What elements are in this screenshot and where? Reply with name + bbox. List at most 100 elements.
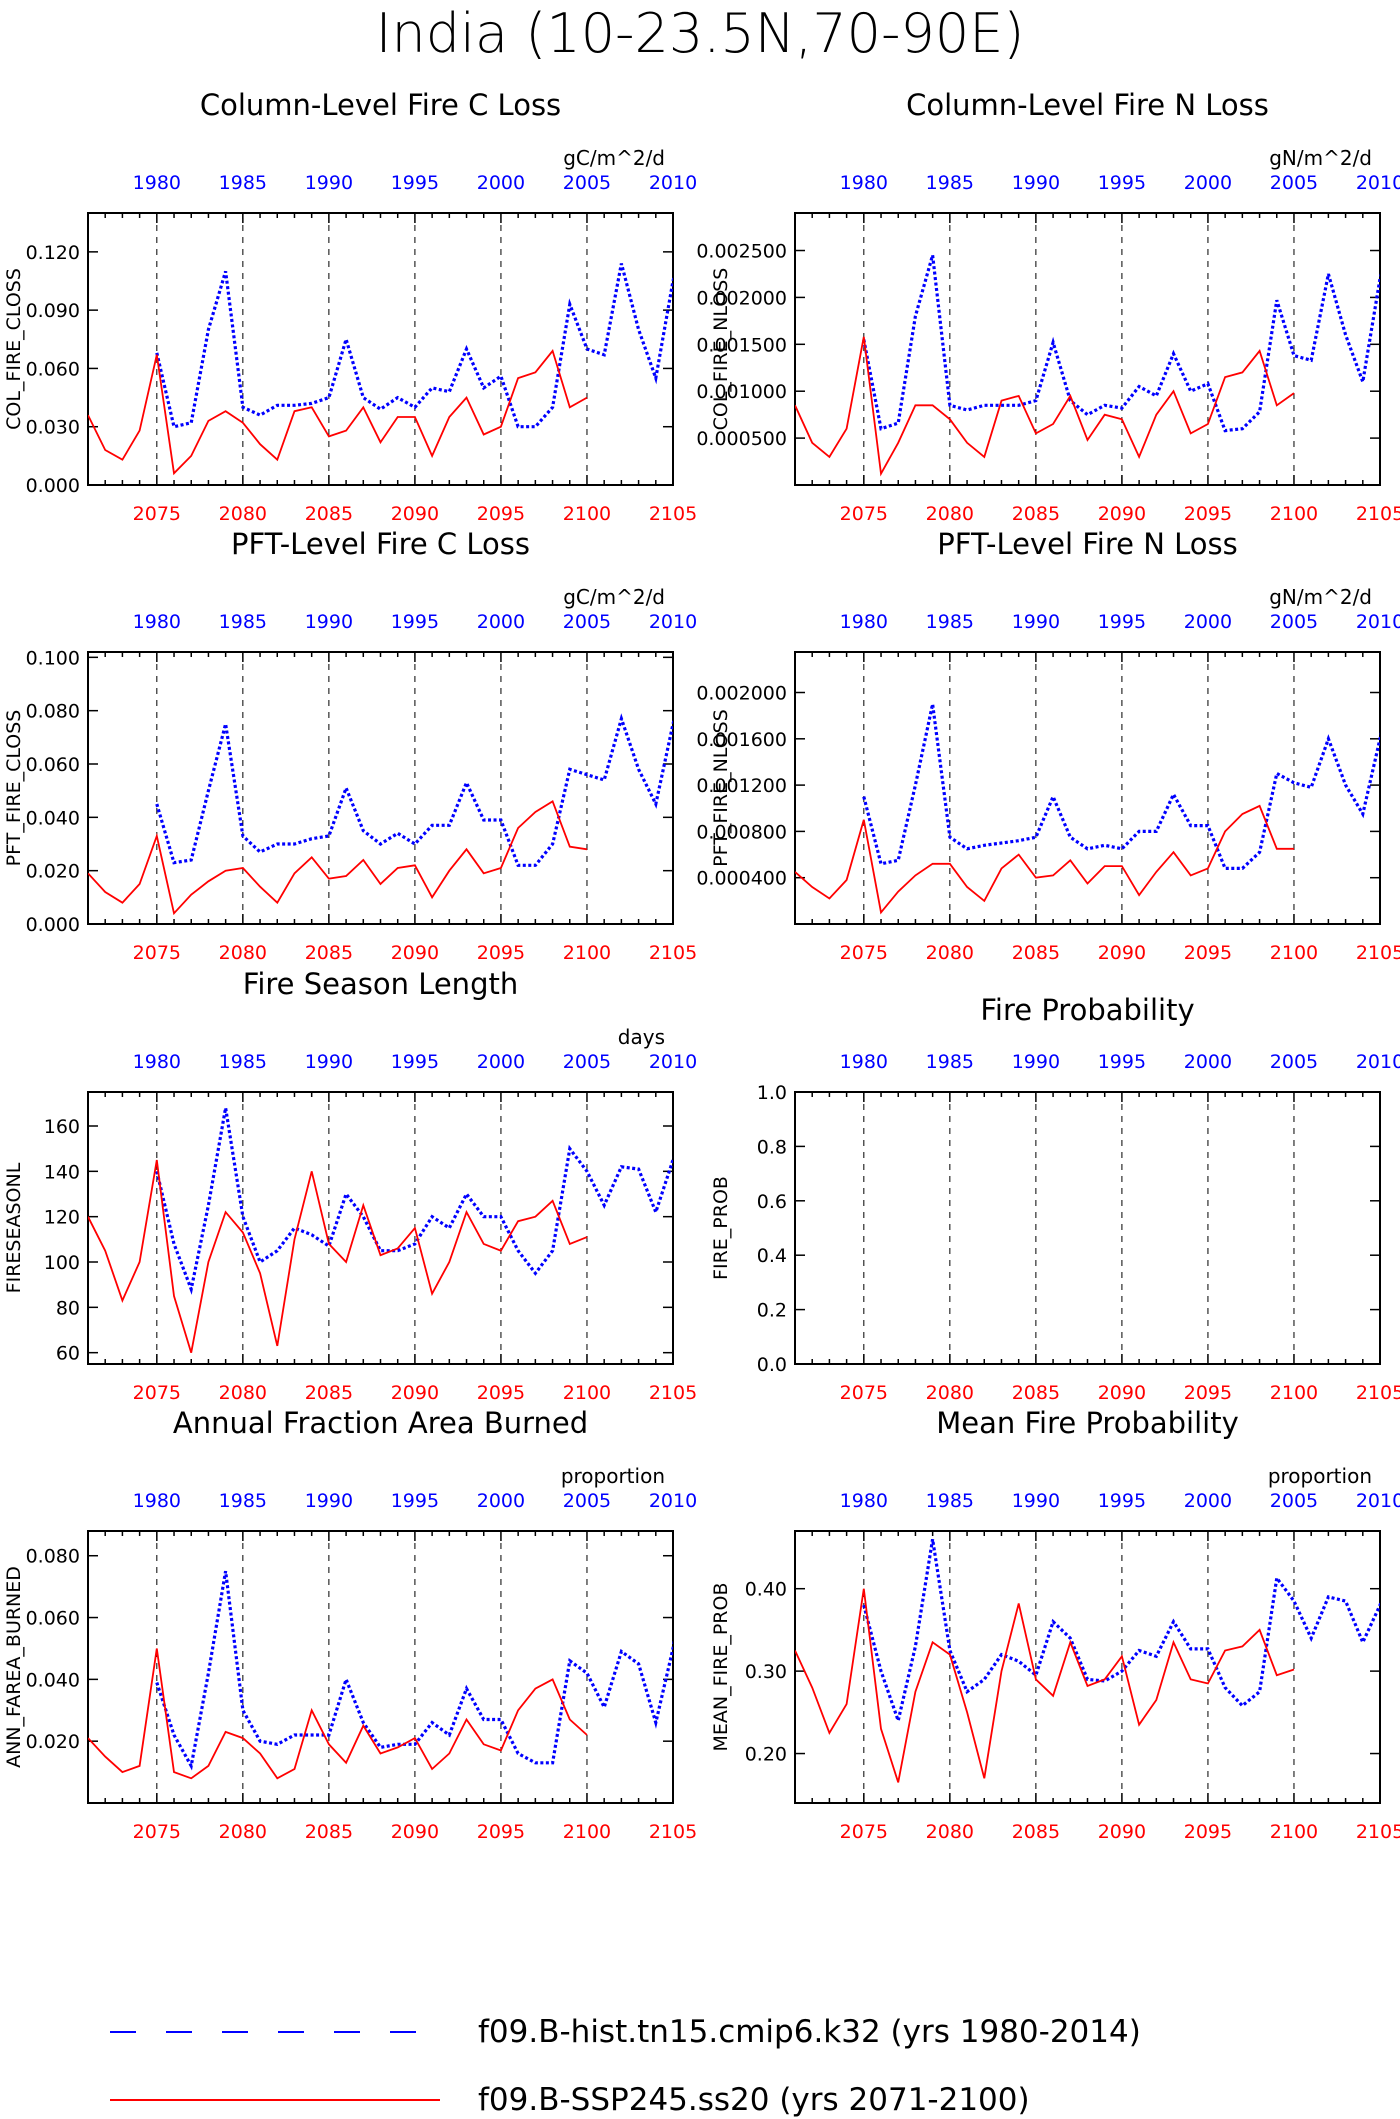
- top-tick-label: 1990: [1012, 611, 1060, 633]
- y-tick-label: 0.030: [26, 417, 80, 439]
- legend-hist-label: f09.B-hist.tn15.cmip6.k32 (yrs 1980-2014…: [478, 2014, 1141, 2050]
- bottom-tick-label: 2095: [1184, 1821, 1232, 1843]
- top-tick-label: 2000: [1184, 1490, 1232, 1512]
- y-tick-label: 0.002000: [696, 287, 787, 309]
- panel-title: Column-Level Fire N Loss: [906, 88, 1269, 122]
- plot-frame: [794, 1530, 1381, 1804]
- bottom-tick-label: 2090: [1098, 1382, 1146, 1404]
- bottom-tick-label: 2090: [1098, 503, 1146, 525]
- top-tick-label: 2000: [477, 611, 525, 633]
- bottom-tick-label: 2090: [391, 1821, 439, 1843]
- top-tick-label: 2010: [649, 1051, 697, 1073]
- units-label: gN/m^2/d: [1269, 146, 1372, 170]
- bottom-tick-label: 2100: [563, 1821, 611, 1843]
- ssp-series-line: [795, 336, 1295, 477]
- y-tick-label: 0.001600: [696, 729, 787, 751]
- top-tick-label: 1980: [133, 172, 181, 194]
- y-tick-label: 0.000400: [696, 868, 787, 890]
- y-tick-label: 0.060: [26, 754, 80, 776]
- y-axis-label: FIRESEASONL: [3, 1162, 25, 1293]
- y-tick-label: 140: [44, 1161, 80, 1183]
- plot-frame: [794, 1091, 1381, 1365]
- bottom-tick-label: 2105: [649, 503, 697, 525]
- chart-panel: PFT-Level Fire C Loss gC/m^2/d 2075 2080 208…: [3, 527, 697, 964]
- top-tick-label: 1995: [391, 1051, 439, 1073]
- panel-title: Mean Fire Probability: [936, 1406, 1239, 1440]
- top-tick-label: 1985: [219, 172, 267, 194]
- top-tick-label: 1980: [133, 1490, 181, 1512]
- y-tick-label: 0.002500: [696, 241, 787, 263]
- y-tick-label: 0.040: [26, 807, 80, 829]
- bottom-tick-label: 2075: [840, 503, 888, 525]
- bottom-tick-label: 2080: [219, 1821, 267, 1843]
- bottom-tick-label: 2100: [1270, 1382, 1318, 1404]
- panel-title: PFT-Level Fire N Loss: [937, 527, 1237, 561]
- top-tick-label: 1985: [926, 1490, 974, 1512]
- bottom-tick-label: 2075: [133, 1821, 181, 1843]
- bottom-tick-label: 2095: [477, 503, 525, 525]
- y-tick-label: 0.060: [26, 1608, 80, 1630]
- y-tick-label: 0.000500: [696, 428, 787, 450]
- ssp-series-line: [88, 799, 588, 916]
- bottom-tick-label: 2105: [649, 1382, 697, 1404]
- bottom-tick-label: 2080: [926, 942, 974, 964]
- y-tick-label: 1.0: [757, 1082, 787, 1104]
- bottom-tick-label: 2090: [391, 942, 439, 964]
- chart-panel: Annual Fraction Area Burned proportion 207…: [3, 1406, 697, 1843]
- top-tick-label: 1980: [840, 1490, 888, 1512]
- y-tick-label: 0.20: [745, 1744, 787, 1766]
- top-tick-label: 2010: [649, 172, 697, 194]
- y-tick-label: 120: [44, 1207, 80, 1229]
- plot-frame: [87, 1530, 674, 1804]
- y-tick-label: 0.120: [26, 242, 80, 264]
- panel-title: Fire Season Length: [243, 967, 518, 1001]
- y-axis-label: FIRE_PROB: [710, 1176, 732, 1280]
- y-tick-label: 0.6: [757, 1191, 787, 1213]
- bottom-tick-label: 2085: [305, 503, 353, 525]
- hist-series-line: [155, 263, 673, 429]
- top-tick-label: 2010: [649, 611, 697, 633]
- top-tick-label: 1995: [391, 172, 439, 194]
- bottom-tick-label: 2075: [133, 942, 181, 964]
- bottom-tick-label: 2095: [477, 942, 525, 964]
- y-tick-label: 0.060: [26, 358, 80, 380]
- top-tick-label: 1980: [133, 611, 181, 633]
- top-tick-label: 2000: [477, 172, 525, 194]
- bottom-tick-label: 2090: [1098, 1821, 1146, 1843]
- y-axis-label: PFT_FIRE_CLOSS: [3, 710, 25, 867]
- ssp-series-line: [88, 1648, 588, 1780]
- bottom-tick-label: 2075: [840, 942, 888, 964]
- hist-series-line: [862, 254, 1380, 433]
- bottom-tick-label: 2100: [563, 503, 611, 525]
- bottom-tick-label: 2085: [1012, 1382, 1060, 1404]
- y-tick-label: 0.100: [26, 647, 80, 669]
- units-label: proportion: [561, 1464, 665, 1488]
- page-title: India (10-23.5N,70-90E): [376, 2, 1025, 65]
- bottom-tick-label: 2100: [1270, 942, 1318, 964]
- units-label: days: [618, 1025, 665, 1049]
- top-tick-label: 1980: [133, 1051, 181, 1073]
- hist-series-line: [862, 703, 1380, 871]
- top-tick-label: 1995: [1098, 1051, 1146, 1073]
- y-tick-label: 0.8: [757, 1136, 787, 1158]
- top-tick-label: 1995: [391, 611, 439, 633]
- chart-panel: Fire Probability 2075 2080 2085 2090 2095 2100…: [710, 993, 1400, 1404]
- bottom-tick-label: 2080: [219, 1382, 267, 1404]
- top-tick-label: 2010: [1356, 611, 1400, 633]
- top-tick-label: 2005: [1270, 172, 1318, 194]
- hist-series-line: [155, 1570, 673, 1771]
- panel-title: Annual Fraction Area Burned: [173, 1406, 588, 1440]
- ssp-series-line: [795, 1588, 1295, 1783]
- chart-panel: Fire Season Length days 2075 2080 2085 2090 20…: [3, 967, 697, 1404]
- bottom-tick-label: 2105: [1356, 1382, 1400, 1404]
- y-tick-label: 0.090: [26, 300, 80, 322]
- panel-title: Column-Level Fire C Loss: [200, 88, 561, 122]
- bottom-tick-label: 2075: [840, 1821, 888, 1843]
- bottom-tick-label: 2080: [926, 1821, 974, 1843]
- bottom-tick-label: 2095: [1184, 1382, 1232, 1404]
- top-tick-label: 1985: [219, 1051, 267, 1073]
- top-tick-label: 2010: [1356, 1490, 1400, 1512]
- top-tick-label: 1985: [219, 1490, 267, 1512]
